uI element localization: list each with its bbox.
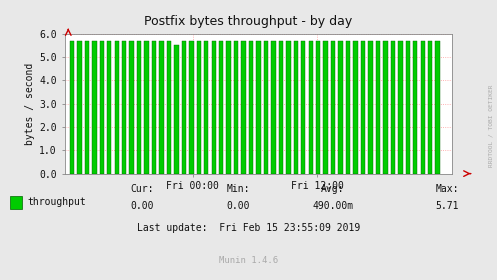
Bar — [420, 41, 425, 174]
Bar — [212, 41, 216, 174]
Text: 490.00m: 490.00m — [313, 200, 353, 211]
Bar — [174, 45, 178, 174]
Bar — [338, 41, 343, 174]
Bar — [406, 41, 410, 174]
Text: Min:: Min: — [227, 184, 250, 194]
Bar — [398, 41, 403, 174]
Bar — [219, 41, 223, 174]
Text: Avg:: Avg: — [321, 184, 345, 194]
Bar — [137, 41, 141, 174]
Bar — [70, 41, 74, 174]
Text: Postfix bytes throughput - by day: Postfix bytes throughput - by day — [144, 15, 353, 28]
Bar — [256, 41, 261, 174]
Text: Munin 1.4.6: Munin 1.4.6 — [219, 256, 278, 265]
Bar — [301, 41, 306, 174]
Text: 5.71: 5.71 — [435, 200, 459, 211]
Text: RRDTOOL / TOBI OETIKER: RRDTOOL / TOBI OETIKER — [488, 85, 493, 167]
Text: Max:: Max: — [435, 184, 459, 194]
Bar — [376, 41, 380, 174]
Bar — [368, 41, 373, 174]
Bar — [167, 41, 171, 174]
Bar — [271, 41, 276, 174]
Y-axis label: bytes / second: bytes / second — [25, 62, 35, 145]
Bar — [114, 41, 119, 174]
Bar — [331, 41, 335, 174]
Text: 0.00: 0.00 — [227, 200, 250, 211]
Bar — [249, 41, 253, 174]
Bar — [309, 41, 313, 174]
Bar — [435, 41, 440, 174]
Bar — [428, 41, 432, 174]
Bar — [77, 41, 82, 174]
Bar — [92, 41, 96, 174]
Text: 0.00: 0.00 — [130, 200, 154, 211]
Bar — [122, 41, 126, 174]
Text: Last update:  Fri Feb 15 23:55:09 2019: Last update: Fri Feb 15 23:55:09 2019 — [137, 223, 360, 233]
Bar — [286, 41, 291, 174]
Bar — [197, 41, 201, 174]
Bar — [316, 41, 321, 174]
Bar — [99, 41, 104, 174]
Bar — [353, 41, 358, 174]
Bar — [144, 41, 149, 174]
Bar — [182, 41, 186, 174]
Bar — [234, 41, 239, 174]
Text: Cur:: Cur: — [130, 184, 154, 194]
Bar — [391, 41, 395, 174]
Bar — [107, 41, 111, 174]
Bar — [383, 41, 388, 174]
Bar — [264, 41, 268, 174]
Bar — [227, 41, 231, 174]
Bar — [346, 41, 350, 174]
Bar — [413, 41, 417, 174]
Bar — [279, 41, 283, 174]
Text: throughput: throughput — [27, 197, 86, 207]
Bar — [152, 41, 156, 174]
Bar — [242, 41, 246, 174]
Bar — [324, 41, 328, 174]
Bar — [294, 41, 298, 174]
Bar — [204, 41, 208, 174]
Bar — [189, 41, 193, 174]
Bar — [160, 41, 164, 174]
Bar — [361, 41, 365, 174]
Bar — [129, 41, 134, 174]
Bar — [84, 41, 89, 174]
